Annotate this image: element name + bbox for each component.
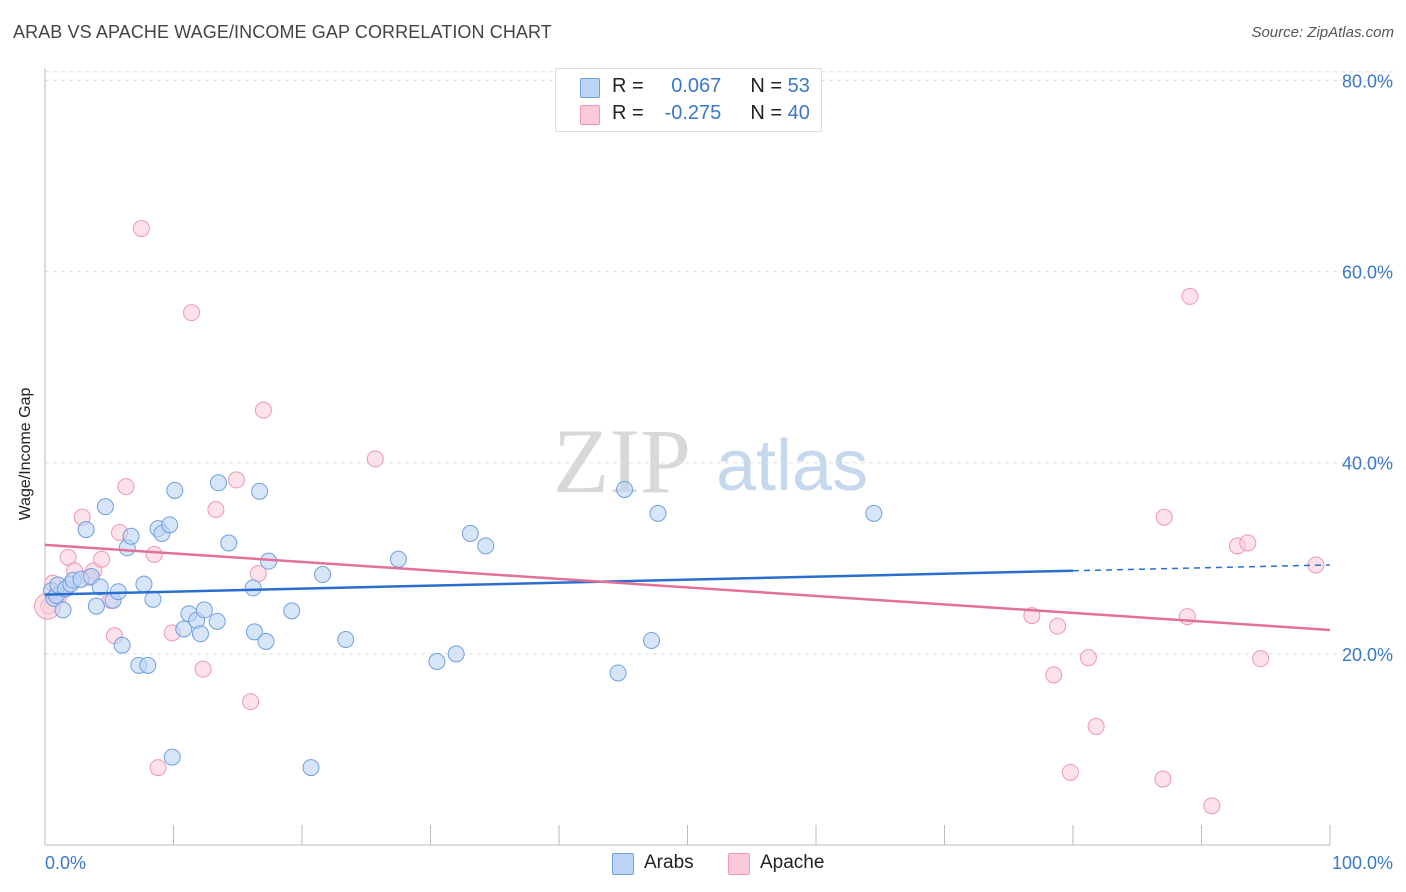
apache-point [1155,508,1173,526]
legend-r-label: R = [612,75,644,97]
arab-point [337,631,355,649]
apache-point [1203,797,1221,815]
arab-point [616,480,634,498]
arab-points [42,474,883,777]
arab-point [477,537,495,555]
legend-r-label: R = [612,102,644,124]
arab-point [161,516,179,534]
tick-labels: 20.0% 40.0% 60.0% 80.0% 0.0% 100.0% [45,71,1393,873]
apache-point [366,450,384,468]
apache-point [242,693,260,711]
arab-point [251,482,269,500]
watermark: ZIP atlas [553,410,868,512]
arab-point [257,632,275,650]
source-credit: Source: ZipAtlas.com [1251,24,1394,41]
arab-point [220,534,238,552]
watermark-atlas: atlas [716,426,868,506]
series-swatch-arabs [612,853,634,875]
legend-n-label: N = [750,75,783,97]
arab-point [244,579,262,597]
arab-point [87,597,105,615]
y-axis-title: Wage/Income Gap [17,387,34,521]
arab-point [54,601,72,619]
arab-point [77,521,95,539]
y-tick-label: 80.0% [1342,71,1393,91]
apache-point [1181,287,1199,305]
x-tick-label: 0.0% [45,853,86,873]
legend-r-value-apache: -0.275 [664,102,722,124]
y-tick-label: 60.0% [1342,263,1393,283]
apache-point [254,401,272,419]
arab-point [163,748,181,766]
apache-point [194,660,212,678]
series-label-arabs: Arabs [644,852,694,873]
arab-point [144,590,162,608]
gridlines [45,71,1393,655]
arab-point [122,527,140,545]
apache-point [149,759,167,777]
arab-point [643,631,661,649]
arab-point [245,623,263,641]
axes [44,68,1331,846]
legend-swatch-arabs [580,78,600,98]
arab-point [135,575,153,593]
arab-point [283,602,301,620]
legend-n-label: N = [750,102,783,124]
arab-point [314,566,332,584]
apache-point [1045,666,1063,684]
apache-point [1154,770,1172,788]
arab-point [113,636,131,654]
apache-point [145,545,163,563]
arab-point [208,612,226,630]
trend-lines [44,543,1331,632]
arab-point [609,664,627,682]
arab-point [461,524,479,542]
apache-point [1049,617,1067,635]
apache-points [34,220,1325,815]
y-tick-label: 20.0% [1342,645,1393,665]
apache-point [182,304,200,322]
apache-point [1239,534,1257,552]
arab-point [195,601,213,619]
y-tick-label: 40.0% [1342,454,1393,474]
arab-point [865,504,883,522]
arab-point [302,759,320,777]
arab-point [166,481,184,499]
arabs-trend-line [44,569,1074,596]
arab-point [91,578,109,596]
series-label-apache: Apache [760,852,825,873]
legend-n-value-arabs: 53 [787,75,810,97]
apache-point [132,220,150,238]
apache-point [1178,608,1196,626]
apache-point [1079,649,1097,667]
arab-point [175,620,193,638]
arab-point [389,550,407,568]
legend-n-value-apache: 40 [787,102,810,124]
apache-point [1087,717,1105,735]
arab-point [428,653,446,671]
apache-trend-line [44,543,1331,632]
apache-point [117,478,135,496]
arab-point [96,498,114,516]
arab-point [139,656,157,674]
series-swatch-apache [728,853,750,875]
apache-point [207,501,225,519]
legend-r-value-arabs: 0.067 [671,75,722,97]
chart-title: ARAB VS APACHE WAGE/INCOME GAP CORRELATI… [13,22,552,42]
apache-point [93,550,111,568]
arab-point [447,645,465,663]
apache-point [227,471,245,489]
arab-point [209,474,227,492]
legend-swatch-apache [580,105,600,125]
apache-point [1061,763,1079,781]
x-tick-label: 100.0% [1332,853,1393,873]
correlation-legend: R = 0.067 N = 53 R = -0.275 N = 40 [555,68,822,132]
arab-point [649,504,667,522]
arab-point [191,625,209,643]
apache-point [1252,650,1270,668]
arabs-trend-extension [1072,564,1331,572]
